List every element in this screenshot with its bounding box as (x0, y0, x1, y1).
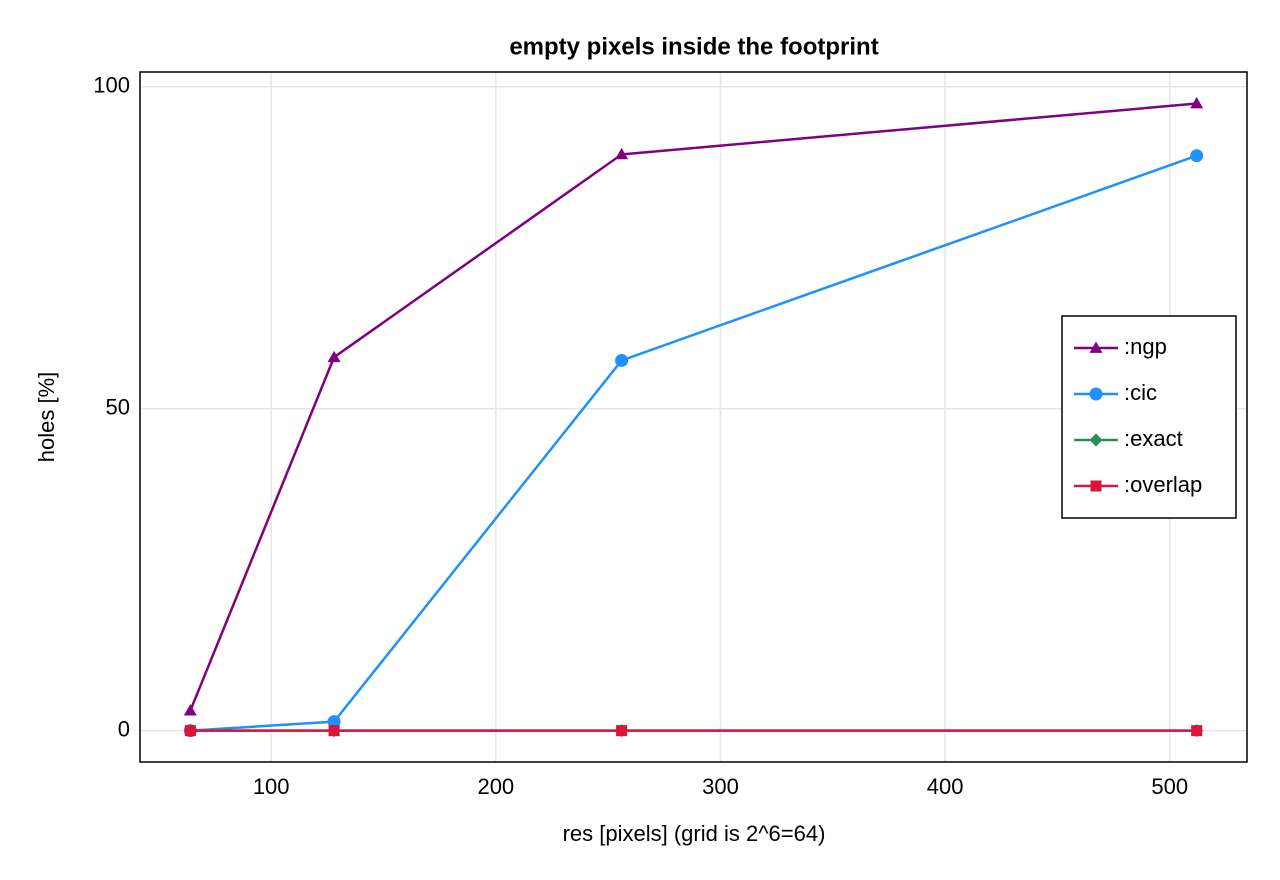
legend-label: :exact (1124, 426, 1183, 451)
y-tick-label: 50 (106, 395, 130, 420)
legend-label: :overlap (1124, 472, 1202, 497)
marker (327, 350, 341, 363)
legend-marker (1089, 387, 1103, 401)
x-tick-label: 100 (253, 774, 290, 799)
marker (184, 725, 196, 737)
legend-label: :ngp (1124, 334, 1167, 359)
y-tick-label: 0 (118, 716, 130, 741)
legend-label: :cic (1124, 380, 1157, 405)
marker (1191, 725, 1203, 737)
marker (183, 704, 197, 716)
series-line (190, 154, 1198, 732)
x-tick-label: 500 (1151, 774, 1188, 799)
legend-marker (1089, 341, 1103, 353)
marker (327, 715, 341, 729)
chart-title: empty pixels inside the footprint (509, 33, 878, 60)
y-tick-label: 100 (93, 73, 130, 98)
y-axis-label: holes [%] (34, 372, 59, 463)
series-line (189, 102, 1197, 712)
x-tick-label: 400 (927, 774, 964, 799)
plot-frame (139, 71, 1248, 763)
legend-marker (1089, 433, 1103, 447)
marker (1190, 149, 1204, 163)
x-tick-label: 300 (702, 774, 739, 799)
marker (328, 725, 340, 737)
x-axis-label: res [pixels] (grid is 2^6=64) (563, 821, 826, 846)
marker (616, 725, 628, 737)
x-tick-label: 200 (477, 774, 514, 799)
marker (615, 353, 629, 367)
marker (1190, 97, 1204, 109)
legend-marker (1090, 480, 1102, 492)
marker (615, 147, 629, 160)
legend: :ngp :cic :exact :overlap (1061, 315, 1237, 519)
